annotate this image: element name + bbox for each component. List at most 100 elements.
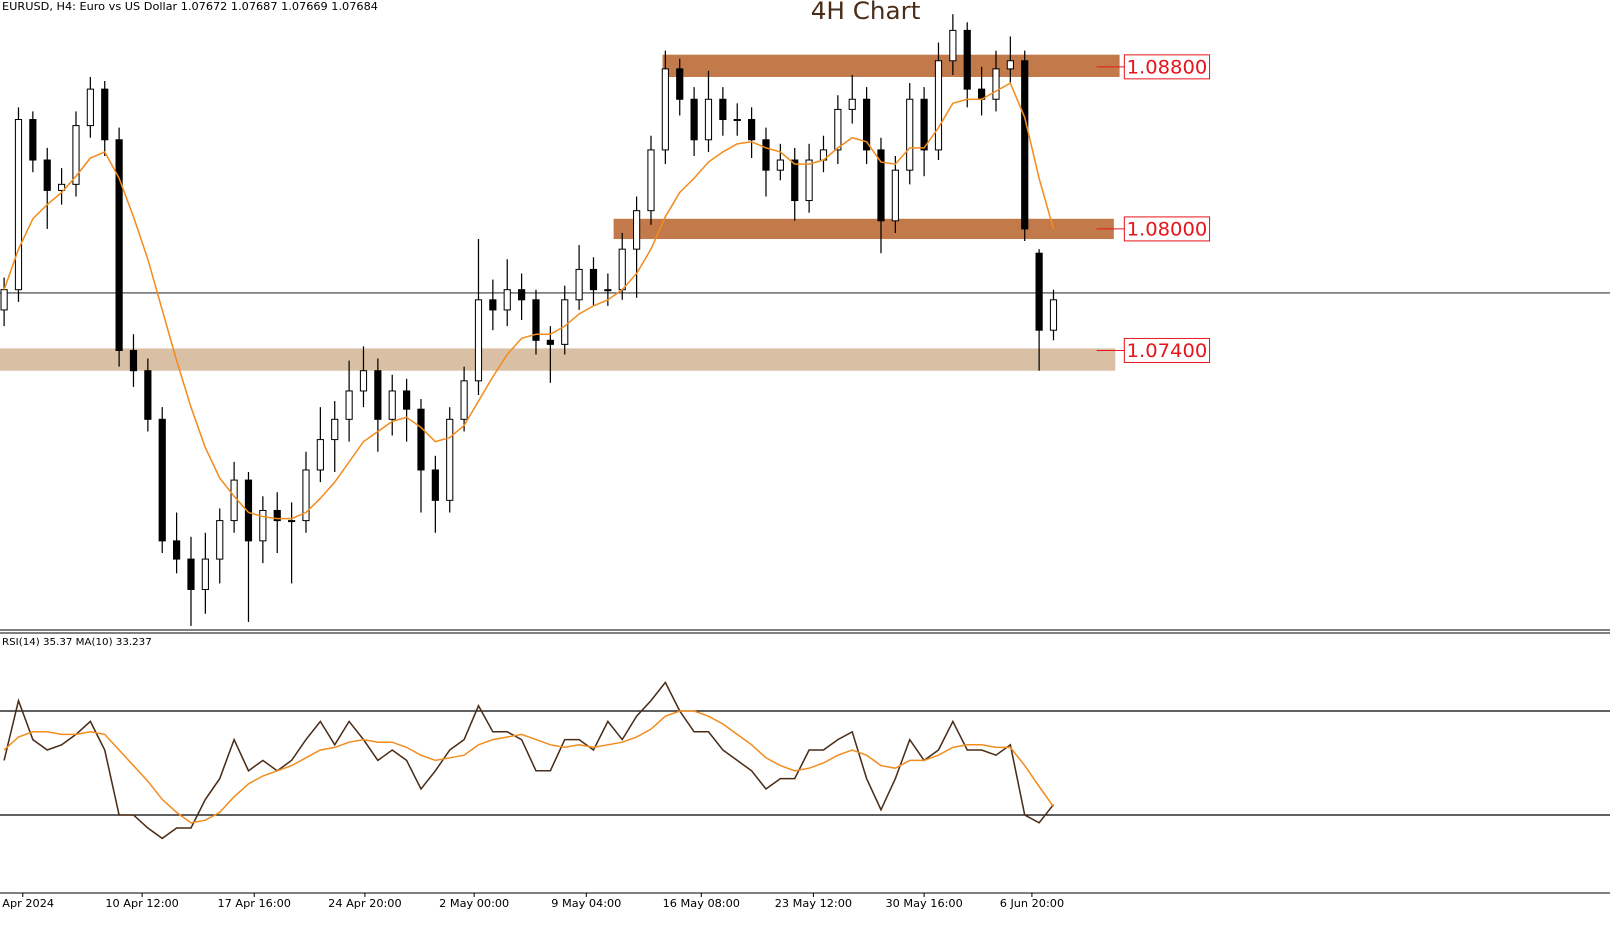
candle-body: [877, 149, 885, 222]
candle-body: [776, 159, 784, 171]
candle-body: [834, 108, 842, 151]
x-tick-label: 3 Apr 2024: [0, 897, 54, 910]
rsi-ma-line: [3, 710, 1055, 824]
x-tick-label: 2 May 00:00: [439, 897, 509, 910]
candle-body: [1049, 299, 1058, 331]
level-label: 1.08000: [1127, 218, 1208, 241]
level-label: 1.07400: [1127, 339, 1208, 362]
rsi-line: [3, 680, 1055, 840]
candle-body: [733, 119, 741, 122]
candle-body: [891, 169, 899, 222]
chart-header: EURUSD, H4: Euro vs US Dollar 1.07672 1.…: [2, 0, 378, 13]
candle-body: [906, 98, 914, 171]
x-tick-label: 30 May 16:00: [885, 897, 962, 910]
candle-body: [518, 289, 526, 301]
level-label-box: [1123, 337, 1211, 363]
candle-body: [158, 418, 166, 542]
candle-body: [115, 139, 123, 351]
candle-body: [288, 520, 296, 523]
candle-body: [863, 98, 871, 151]
candle-body: [86, 88, 94, 127]
candle-body: [791, 159, 799, 202]
candle-body: [129, 349, 138, 372]
x-tick-label: 16 May 08:00: [663, 897, 740, 910]
level-label-box: [1123, 54, 1211, 80]
candle-body: [1006, 60, 1014, 70]
candle-body: [29, 119, 37, 161]
candle-body: [0, 289, 8, 311]
candle-body: [589, 268, 598, 291]
candle-body: [704, 98, 713, 141]
chart-title: 4H Chart: [811, 0, 921, 25]
candle-body: [949, 29, 957, 62]
candle-body: [388, 390, 396, 420]
candle-body: [431, 469, 439, 501]
candle-body: [561, 299, 569, 345]
candle-body: [417, 408, 425, 471]
candle-body: [848, 98, 856, 110]
candle-body: [805, 159, 813, 202]
candle-body: [474, 299, 483, 382]
candle-body: [230, 479, 238, 522]
candle-body: [719, 98, 727, 121]
candle-body: [43, 159, 51, 191]
candle-body: [316, 439, 324, 471]
candle-body: [546, 339, 554, 345]
candle-body: [14, 119, 23, 291]
candle-body: [331, 418, 339, 441]
candle-body: [963, 29, 971, 90]
candle-body: [345, 390, 353, 420]
candle-body: [633, 210, 641, 250]
candle-body: [618, 248, 626, 291]
rsi-header: RSI(14) 35.37 MA(10) 33.237: [2, 637, 152, 648]
candle-body: [72, 125, 80, 185]
x-tick-label: 23 May 12:00: [775, 897, 852, 910]
candle-body: [216, 520, 224, 560]
zone: [662, 54, 1120, 77]
candle-body: [403, 390, 411, 410]
x-tick-label: 17 Apr 16:00: [217, 897, 290, 910]
moving-average: [3, 81, 1055, 520]
candle-body: [1035, 252, 1043, 331]
x-tick-label: 10 Apr 12:00: [105, 897, 178, 910]
candle-body: [460, 380, 468, 420]
candle-body: [101, 88, 109, 141]
zone: [613, 218, 1114, 240]
candle-body: [604, 289, 612, 292]
candle-body: [273, 509, 281, 522]
candle-body: [503, 289, 511, 311]
level-label: 1.08800: [1127, 56, 1208, 79]
candle-body: [748, 119, 756, 141]
candle-body: [187, 558, 195, 590]
candle-body: [359, 370, 368, 392]
candle-body: [302, 469, 310, 522]
candle-body: [647, 149, 655, 212]
candle-body: [244, 479, 253, 542]
candle-body: [446, 418, 454, 501]
candle-body: [920, 98, 928, 151]
candle-body: [201, 558, 209, 590]
candle-body: [690, 98, 698, 141]
level-label-box: [1123, 216, 1211, 242]
candle-body: [661, 68, 669, 151]
candle-body: [992, 68, 1000, 100]
candle-body: [934, 60, 943, 151]
x-tick-label: 9 May 04:00: [551, 897, 621, 910]
candle-body: [173, 540, 181, 560]
candle-body: [532, 299, 540, 341]
candle-body: [489, 299, 497, 311]
candle-body: [676, 68, 684, 100]
candle-body: [762, 139, 770, 171]
candle-body: [374, 370, 382, 420]
candle-body: [58, 183, 66, 191]
candle-body: [144, 370, 152, 420]
x-tick-label: 6 Jun 20:00: [1000, 897, 1064, 910]
candle-body: [1021, 60, 1029, 230]
candle-body: [259, 509, 267, 542]
candle-body: [575, 268, 583, 301]
zone: [0, 348, 1116, 371]
x-tick-label: 24 Apr 20:00: [328, 897, 401, 910]
